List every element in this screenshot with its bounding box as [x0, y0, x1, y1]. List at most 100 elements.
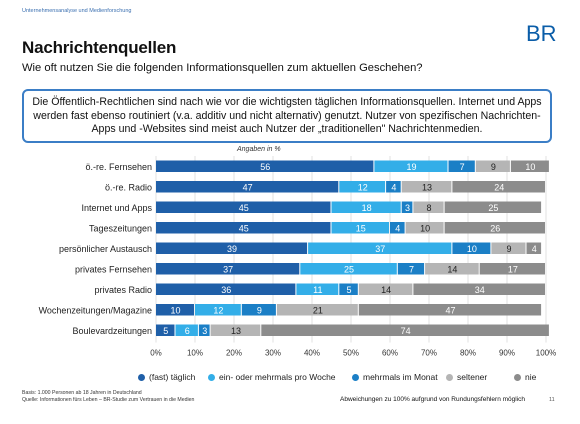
bar-segment — [175, 324, 198, 336]
legend-label: mehrmals im Monat — [363, 372, 438, 382]
x-tick-label: 90% — [499, 349, 515, 358]
bar-segment — [156, 222, 331, 234]
data-label: 3 — [405, 203, 410, 213]
x-tick-label: 40% — [304, 349, 320, 358]
data-label: 45 — [239, 223, 249, 233]
data-label: 13 — [422, 182, 432, 192]
data-label: 10 — [467, 244, 477, 254]
br-logo: BR — [526, 21, 557, 46]
data-label: 74 — [401, 326, 411, 336]
data-label: 3 — [202, 326, 207, 336]
data-label: 19 — [406, 162, 416, 172]
x-tick-label: 60% — [382, 349, 398, 358]
data-label: 17 — [508, 264, 518, 274]
data-label: 11 — [313, 285, 322, 295]
legend-swatch — [514, 374, 521, 381]
data-label: 9 — [491, 162, 496, 172]
legend-item: nie — [514, 372, 536, 382]
stacked-bar-chart: 0% 10% 20% 30% 40% 50% 60% 70% 80% 90% 100% ö.-re. … — [39, 156, 556, 358]
bar-segment — [156, 242, 308, 254]
callout-line-1: Die Öffentlich-Rechtlichen sind nach wie… — [32, 96, 542, 108]
bar-segment — [156, 160, 374, 172]
bar-segment — [401, 201, 413, 213]
data-label: 10 — [170, 305, 180, 315]
bar-segment — [374, 160, 448, 172]
data-label: 8 — [426, 203, 431, 213]
unit-label: Angaben in % — [237, 146, 281, 153]
page-number: 11 — [549, 397, 555, 403]
x-tick-label: 100% — [536, 349, 556, 358]
page-subtitle: Wie oft nutzen Sie die folgenden Informa… — [22, 62, 423, 74]
bar-segment — [156, 263, 300, 275]
category-label: privates Fernsehen — [75, 264, 152, 274]
bar-segment — [296, 283, 339, 295]
bar-segment — [413, 201, 444, 213]
bar-segment — [413, 283, 545, 295]
data-label: 10 — [420, 223, 430, 233]
data-label: 14 — [381, 285, 391, 295]
bar-segment — [198, 324, 210, 336]
logo-text: BR — [526, 21, 557, 46]
callout-box: Die Öffentlich-Rechtlichen sind nach wie… — [22, 89, 552, 143]
legend-label: seltener — [457, 372, 488, 382]
legend-label: (fast) täglich — [149, 372, 196, 382]
bar-segment — [156, 181, 339, 193]
data-label: 5 — [347, 285, 352, 295]
legend-item: mehrmals im Monat — [352, 372, 438, 382]
bar-segment — [331, 201, 401, 213]
data-label: 7 — [460, 162, 465, 172]
category-label: persönlicher Austausch — [59, 244, 152, 254]
data-label: 7 — [409, 264, 414, 274]
data-label: 4 — [532, 244, 537, 254]
data-label: 56 — [260, 162, 270, 172]
data-label: 4 — [391, 182, 396, 192]
header-label: Unternehmensanalyse und Medienforschung — [22, 8, 132, 14]
data-label: 9 — [506, 244, 511, 254]
category-label: Internet und Apps — [81, 203, 152, 213]
legend: (fast) täglich ein- oder mehrmals pro Woc… — [138, 372, 558, 386]
bar-segment — [386, 181, 401, 193]
legend-swatch — [446, 374, 453, 381]
legend-label: ein- oder mehrmals pro Woche — [219, 372, 336, 382]
data-label: 45 — [239, 203, 249, 213]
data-label: 37 — [375, 244, 385, 254]
data-label: 37 — [223, 264, 233, 274]
x-tick-label: 0% — [150, 349, 162, 358]
bar-segment — [261, 324, 549, 336]
rounding-note: Abweichungen zu 100% aufgrund von Rundun… — [340, 396, 526, 403]
bar-segment — [405, 222, 444, 234]
bar-segment — [448, 160, 475, 172]
legend-swatch — [352, 374, 359, 381]
x-tick-label: 80% — [460, 349, 476, 358]
legend-swatch — [208, 374, 215, 381]
bar-segment — [300, 263, 397, 275]
category-label: ö.-re. Fernsehen — [85, 162, 152, 172]
x-tick-label: 10% — [187, 349, 203, 358]
data-label: 25 — [488, 203, 498, 213]
data-label: 24 — [494, 182, 504, 192]
data-label: 14 — [447, 264, 457, 274]
bar-segment — [339, 283, 358, 295]
bar-segment — [444, 222, 545, 234]
category-label: Wochenzeitungen/Magazine — [39, 305, 152, 315]
data-label: 13 — [231, 326, 241, 336]
bar-segment — [444, 201, 542, 213]
footnote-basis: Basis: 1.000 Personen ab 18 Jahren in De… — [22, 390, 142, 396]
bar-segment — [475, 160, 510, 172]
bar-segment — [479, 263, 545, 275]
category-label: Tageszeitungen — [89, 223, 152, 233]
bar-segment — [331, 222, 389, 234]
bar-segment — [452, 242, 491, 254]
bar-segment — [156, 201, 331, 213]
data-label: 5 — [163, 326, 168, 336]
bar-segment — [390, 222, 405, 234]
data-label: 12 — [213, 305, 223, 315]
legend-item: (fast) täglich — [138, 372, 195, 382]
data-label: 47 — [243, 182, 253, 192]
bar-segment — [425, 263, 479, 275]
bar-segment — [397, 263, 425, 275]
legend-swatch — [138, 374, 145, 381]
bar-segment — [358, 283, 413, 295]
data-label: 9 — [257, 305, 262, 315]
data-label: 21 — [313, 305, 323, 315]
